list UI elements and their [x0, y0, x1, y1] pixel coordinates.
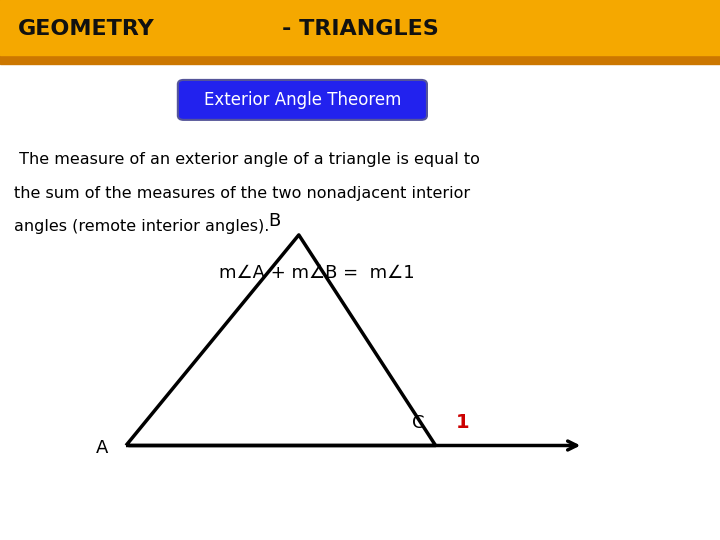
Text: the sum of the measures of the two nonadjacent interior: the sum of the measures of the two nonad… [14, 186, 471, 201]
Text: C: C [413, 414, 425, 432]
Bar [0, 0, 720, 55]
Text: GEOMETRY: GEOMETRY [18, 19, 155, 39]
Text: B: B [269, 212, 281, 230]
Text: angles (remote interior angles).: angles (remote interior angles). [14, 219, 270, 234]
Text: 1: 1 [456, 413, 469, 432]
Text: Exterior Angle Theorem: Exterior Angle Theorem [204, 91, 401, 109]
Text: A: A [96, 439, 108, 457]
Text: The measure of an exterior angle of a triangle is equal to: The measure of an exterior angle of a tr… [14, 152, 480, 167]
Text: - TRIANGLES: - TRIANGLES [282, 19, 438, 39]
FancyBboxPatch shape [178, 80, 427, 120]
Text: m∠A + m∠B =  m∠1: m∠A + m∠B = m∠1 [219, 264, 415, 282]
Bar [0, 0, 720, 64]
